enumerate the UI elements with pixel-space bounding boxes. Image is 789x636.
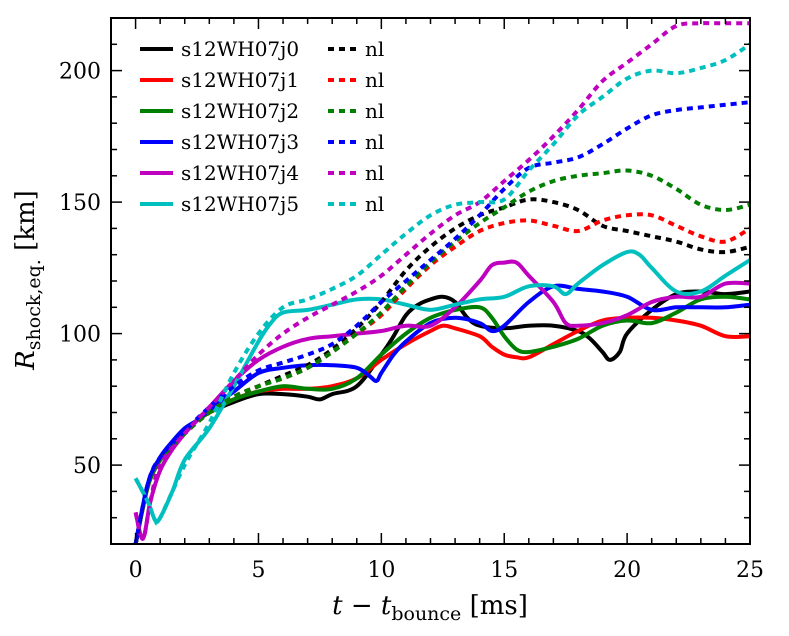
x-tick-label: 25	[736, 558, 764, 583]
axis-ticks	[111, 18, 751, 544]
x-axis-title: t − tbounce [ms]	[332, 591, 528, 625]
series-line-1	[133, 315, 750, 544]
series-line-2	[133, 294, 750, 544]
legend-label-nl: nl	[365, 130, 384, 154]
legend-label-nl: nl	[365, 99, 384, 123]
series-line-nl-10	[133, 21, 750, 541]
legend-label-nl: nl	[365, 192, 384, 216]
legend-label: s12WH07j3	[181, 130, 299, 154]
legend-label-nl: nl	[365, 161, 384, 185]
plot-lines	[133, 21, 750, 544]
x-tick-label: 5	[251, 558, 265, 583]
series-line-0	[133, 289, 750, 544]
legend-label-nl: nl	[365, 37, 384, 61]
legend-label: s12WH07j5	[181, 192, 299, 216]
y-axis-title: Rshock,eq. [km]	[11, 190, 45, 371]
y-tick-label: 50	[73, 454, 101, 479]
y-tick-label: 200	[59, 60, 101, 85]
series-line-5	[133, 249, 750, 524]
x-tick-label: 10	[367, 558, 395, 583]
x-tick-label: 0	[129, 558, 143, 583]
x-tick-label: 20	[613, 558, 641, 583]
legend-label: s12WH07j2	[181, 99, 299, 123]
y-tick-label: 150	[59, 191, 101, 216]
series-line-nl-11	[133, 42, 750, 526]
x-tick-label: 15	[490, 558, 518, 583]
plot-frame	[110, 17, 751, 545]
y-tick-label: 100	[59, 323, 101, 348]
tick-labels: 0 5 10 15 20 25 50 100 150 200	[59, 60, 764, 583]
legend-label-nl: nl	[365, 68, 384, 92]
legend-label: s12WH07j4	[181, 161, 299, 185]
legend-label: s12WH07j1	[181, 68, 299, 92]
legend-label: s12WH07j0	[181, 37, 299, 61]
legend: s12WH07j0 s12WH07j1 s12WH07j2 s12WH07j3 s12W…	[140, 37, 384, 216]
series-line-nl-7	[133, 212, 750, 544]
